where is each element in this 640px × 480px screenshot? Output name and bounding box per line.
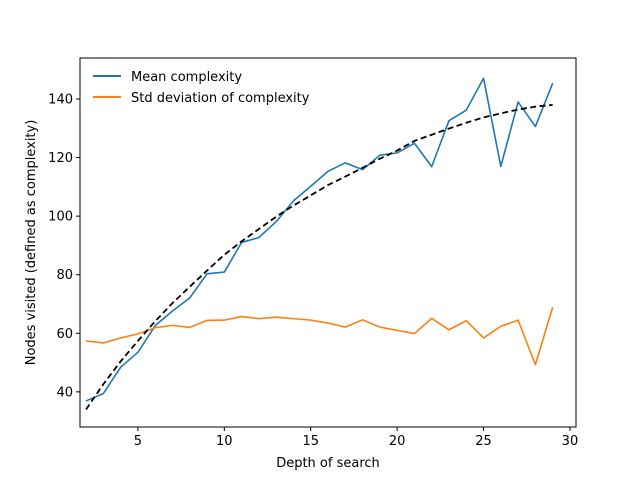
legend-label-mean: Mean complexity [131, 70, 242, 85]
y-tick-label: 80 [56, 268, 73, 283]
y-axis-label: Nodes visited (defined as complexity) [24, 120, 39, 366]
legend: Mean complexity Std deviation of complex… [93, 70, 310, 106]
x-tick-label: 20 [389, 434, 406, 449]
axes-frame [79, 57, 577, 428]
y-tick-label: 100 [48, 210, 73, 225]
y-axis: 40 60 80 100 120 140 [48, 93, 80, 400]
x-tick-label: 30 [562, 434, 579, 449]
fit-curve-line [85, 103, 553, 410]
legend-label-std: Std deviation of complexity [131, 91, 310, 106]
y-tick-label: 120 [48, 151, 73, 166]
y-tick-label: 40 [56, 385, 73, 400]
x-axis: 5 10 15 20 25 30 [134, 427, 578, 449]
x-tick-label: 25 [475, 434, 492, 449]
x-tick-label: 5 [134, 434, 142, 449]
x-axis-label: Depth of search [276, 456, 380, 471]
y-tick-label: 140 [48, 93, 73, 108]
x-tick-label: 10 [216, 434, 233, 449]
y-tick-label: 60 [56, 327, 73, 342]
mean-complexity-line [85, 77, 554, 402]
std-deviation-line [85, 306, 554, 366]
plot-area [85, 77, 554, 410]
x-tick-label: 15 [302, 434, 319, 449]
